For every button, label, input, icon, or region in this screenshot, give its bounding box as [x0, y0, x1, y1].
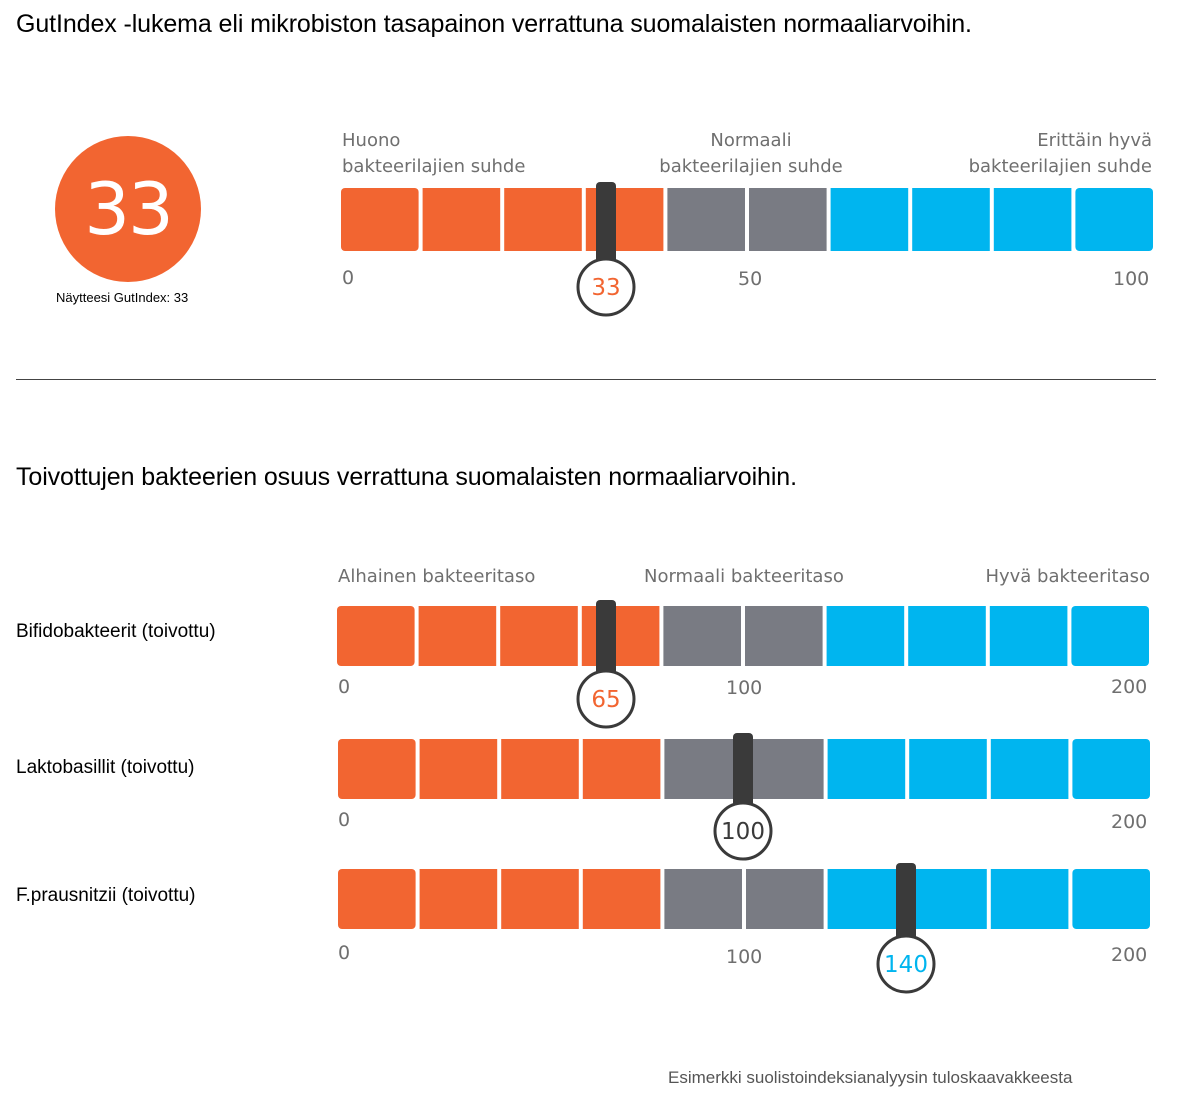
row-label-bifido: Bifidobakteerit (toivottu) — [16, 621, 216, 642]
footer-note: Esimerkki suolistoindeksianalyysin tulos… — [668, 1068, 1073, 1087]
lakto-gauge: 100 — [338, 733, 1150, 861]
gauge-segment-4 — [664, 739, 742, 799]
score-value: 33 — [84, 167, 174, 251]
section-divider — [16, 379, 1156, 380]
gauge-segment-9 — [1071, 606, 1149, 666]
gauge-segment-0 — [338, 869, 416, 929]
gauge-segment-6 — [826, 606, 905, 666]
gauge-segment-2 — [500, 606, 578, 666]
bifido-gauge: 65 — [337, 600, 1149, 729]
row2-tick-min: 0 — [338, 809, 351, 831]
row3-tick-max: 200 — [1111, 944, 1148, 966]
gauge-segment-9 — [1072, 869, 1150, 929]
zone-label-normal: Normaali bakteerilajien suhde — [659, 130, 843, 177]
gauge-marker-circle — [576, 257, 636, 317]
gauge-segment-1 — [418, 606, 497, 666]
gauge-segment-6 — [830, 188, 909, 251]
gauge-segment-7 — [909, 869, 987, 929]
gauge-segment-7 — [908, 606, 986, 666]
gauge-marker-value: 100 — [721, 819, 765, 845]
gauge-segment-8 — [990, 869, 1069, 929]
row-label-fprausnitzii: F.prausnitzii (toivottu) — [16, 885, 196, 906]
gauge-marker-circle — [876, 934, 936, 994]
row1-tick-mid: 100 — [726, 677, 763, 699]
zone-label-high: Erittäin hyvä bakteerilajien suhde — [968, 130, 1152, 177]
gauge-segment-0 — [338, 739, 416, 799]
zone-label-high-2: Hyvä bakteeritaso — [985, 566, 1150, 587]
gauge-segment-6 — [827, 869, 906, 929]
tick-min: 0 — [342, 267, 355, 289]
gauge-segment-1 — [419, 739, 498, 799]
zone-label-low: Huono bakteerilajien suhde — [342, 130, 526, 177]
zone-label-normal-2: Normaali bakteeritaso — [644, 566, 844, 587]
gauge-marker-circle — [713, 801, 773, 861]
gauge-segment-7 — [909, 739, 987, 799]
zone-label-low-2: Alhainen bakteeritaso — [338, 566, 536, 587]
gauge-segment-9 — [1072, 739, 1150, 799]
gauge-segment-0 — [337, 606, 415, 666]
gauge-segment-4 — [667, 188, 745, 251]
gauge-segment-4 — [663, 606, 741, 666]
gauge-pointer — [733, 733, 753, 809]
gauge-segment-5 — [746, 869, 824, 929]
tick-max: 100 — [1113, 268, 1150, 290]
gauge-segment-9 — [1075, 188, 1153, 251]
gauge-segment-8 — [989, 606, 1068, 666]
row3-tick-min: 0 — [338, 942, 351, 964]
gauge-marker-circle — [576, 669, 636, 729]
gauge-segment-2 — [504, 188, 582, 251]
row1-tick-max: 200 — [1111, 676, 1148, 698]
tick-mid: 50 — [738, 268, 763, 290]
gauge-segment-2 — [501, 739, 579, 799]
row2-tick-max: 200 — [1111, 811, 1148, 833]
gauge-segment-8 — [993, 188, 1072, 251]
gauge-pointer — [596, 182, 616, 265]
section1-title: GutIndex -lukema eli mikrobiston tasapai… — [16, 10, 972, 38]
score-circle: 33 — [55, 136, 201, 282]
gauge-pointer — [596, 600, 616, 677]
gauge-segment-8 — [990, 739, 1069, 799]
gauge-marker-value: 33 — [591, 275, 620, 301]
gauge-segment-7 — [912, 188, 990, 251]
row3-tick-mid: 100 — [726, 946, 763, 968]
gauge-marker-value: 140 — [884, 952, 928, 978]
gauge-segment-4 — [664, 869, 742, 929]
gauge-segment-2 — [501, 869, 579, 929]
gutindex-gauge: 33 — [341, 182, 1153, 317]
gauge-segment-3 — [581, 606, 660, 666]
gauge-segment-6 — [827, 739, 906, 799]
score-caption: Näytteesi GutIndex: 33 — [56, 290, 189, 305]
gauge-segment-5 — [746, 739, 824, 799]
gauge-segment-0 — [341, 188, 419, 251]
fprausnitzii-gauge: 140 — [338, 863, 1150, 994]
gauge-segment-1 — [422, 188, 501, 251]
gauge-marker-value: 65 — [591, 687, 620, 713]
section2-title: Toivottujen bakteerien osuus verrattuna … — [16, 463, 797, 491]
gauge-segment-3 — [582, 739, 661, 799]
gauge-segment-5 — [745, 606, 823, 666]
gauge-pointer — [896, 863, 916, 942]
row1-tick-min: 0 — [338, 676, 351, 698]
gauge-segment-1 — [419, 869, 498, 929]
gauge-segment-5 — [749, 188, 827, 251]
gauge-segment-3 — [582, 869, 661, 929]
row-label-lakto: Laktobasillit (toivottu) — [16, 757, 195, 778]
